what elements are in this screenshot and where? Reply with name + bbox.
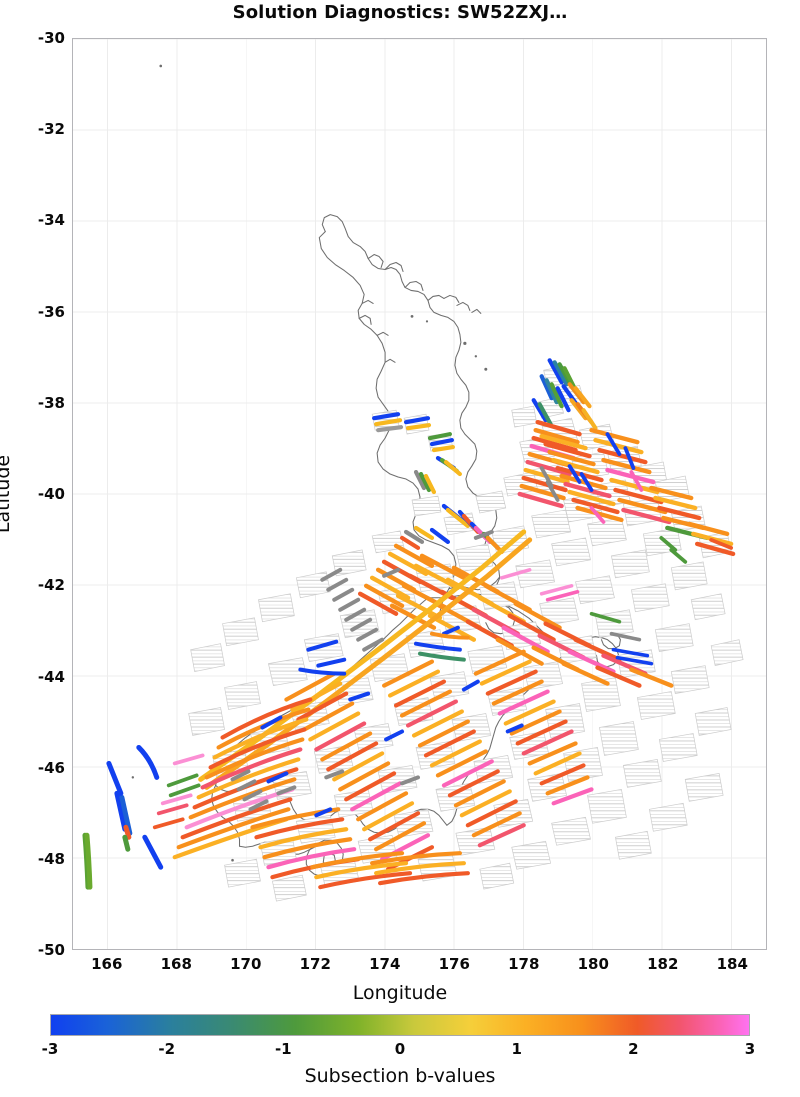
plot-area[interactable] [72, 38, 767, 950]
y-tick-label: -40 [37, 485, 65, 503]
colorbar[interactable] [50, 1014, 750, 1036]
y-tick-label: -34 [37, 211, 65, 229]
page-title: Solution Diagnostics: SW52ZXJ… [232, 2, 568, 23]
y-tick-label: -32 [37, 120, 65, 138]
x-tick-label: 182 [647, 955, 679, 973]
y-tick-label: -36 [37, 303, 65, 321]
x-axis-label: Longitude [352, 982, 448, 1004]
grid-lines [73, 39, 766, 949]
x-tick-label: 170 [230, 955, 262, 973]
colorbar-gradient [51, 1015, 749, 1035]
colorbar-tick-label: -1 [274, 1040, 292, 1058]
x-tick-label: 168 [160, 955, 192, 973]
y-tick-label: -46 [37, 759, 65, 777]
x-tick-label: 166 [91, 955, 123, 973]
x-tick-label: 174 [369, 955, 401, 973]
new-zealand-fault-map [82, 64, 744, 902]
colorbar-tick-label: 3 [744, 1040, 756, 1058]
y-tick-label: -42 [37, 576, 65, 594]
colorbar-tick-label: -3 [41, 1040, 59, 1058]
x-tick-label: 172 [299, 955, 331, 973]
y-tick-label: -50 [37, 941, 65, 959]
x-tick-label: 184 [716, 955, 748, 973]
colorbar-tick-label: -2 [158, 1040, 176, 1058]
colorbar-tick-label: 0 [394, 1040, 406, 1058]
x-tick-label: 178 [508, 955, 540, 973]
x-tick-label: 180 [577, 955, 609, 973]
y-tick-label: -30 [37, 29, 65, 47]
colorbar-tick-label: 1 [511, 1040, 522, 1058]
y-tick-label: -44 [37, 668, 65, 686]
y-tick-label: -48 [37, 850, 65, 868]
fault-subsection-segments [82, 358, 736, 890]
y-tick-label: -38 [37, 394, 65, 412]
colorbar-label: Subsection b-values [304, 1065, 496, 1087]
x-tick-label: 176 [438, 955, 470, 973]
y-axis-label: Latitude [0, 454, 14, 534]
colorbar-tick-label: 2 [628, 1040, 639, 1058]
